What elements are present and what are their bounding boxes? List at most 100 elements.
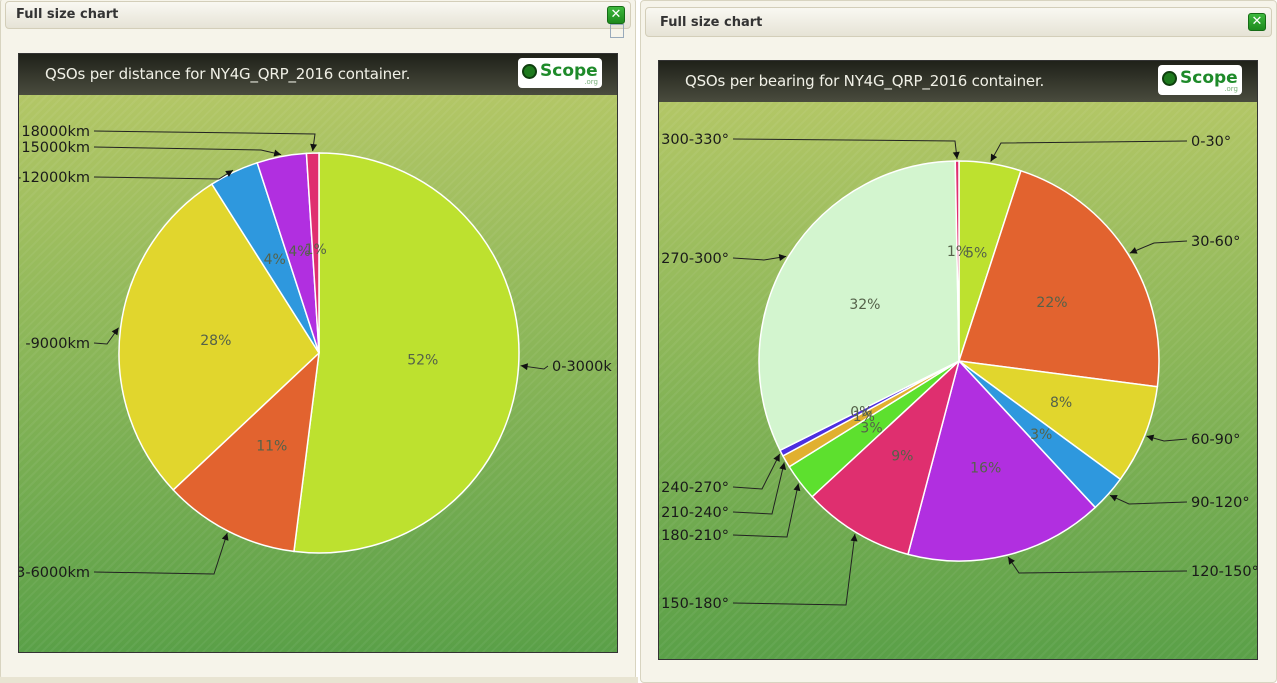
- chart-title: QSOs per bearing for NY4G_QRP_2016 conta…: [685, 72, 1045, 90]
- slice-percent-label: 1%: [947, 244, 969, 260]
- slice-percent-label: 32%: [849, 297, 880, 313]
- close-icon: ✕: [1251, 14, 1263, 29]
- callout-arrow: [773, 454, 780, 462]
- slice-percent-label: 3%: [1030, 427, 1052, 443]
- callout-line: [93, 146, 282, 156]
- slice-category-label: 3-6000km: [19, 565, 90, 581]
- callout-line: [732, 534, 856, 606]
- slice-percent-label: 4%: [288, 244, 310, 260]
- callout-line: [732, 138, 958, 160]
- slice-percent-label: 28%: [200, 333, 231, 349]
- callout-line: [520, 365, 549, 370]
- chart-title: QSOs per distance for NY4G_QRP_2016 cont…: [45, 65, 411, 83]
- slice-category-label: 90-120°: [1191, 495, 1250, 511]
- chart-distance: QSOs per distance for NY4G_QRP_2016 cont…: [18, 53, 618, 653]
- slice-percent-label: 4%: [264, 252, 286, 268]
- chart-titlebar: QSOs per distance for NY4G_QRP_2016 cont…: [19, 54, 617, 95]
- callout-line: [1109, 494, 1188, 505]
- slice-category-label: 300-330°: [661, 132, 729, 148]
- callout-arrow: [273, 149, 282, 157]
- callout-line: [732, 453, 781, 490]
- callout-line: [990, 140, 1188, 162]
- callout-arrow: [1008, 556, 1015, 565]
- slice-percent-label: 9%: [891, 448, 913, 464]
- magnifier-icon: [522, 64, 537, 79]
- pie-chart-distance: 52%11%28%4%4%1%0-3000k3-6000km-9000km-12…: [19, 124, 612, 581]
- pie-slice[interactable]: [305, 152, 320, 354]
- chart-titlebar: QSOs per bearing for NY4G_QRP_2016 conta…: [659, 61, 1257, 102]
- callout-line: [732, 483, 799, 538]
- close-button[interactable]: ✕: [1248, 13, 1266, 31]
- callout-arrow: [310, 143, 318, 152]
- slice-category-label: -12000km: [19, 170, 90, 186]
- callout-arrow: [225, 170, 233, 177]
- callout-arrow: [1146, 434, 1155, 442]
- panel-title: Full size chart: [660, 15, 763, 30]
- callout-line: [732, 462, 785, 515]
- slice-category-label: 30-60°: [1191, 234, 1240, 250]
- slice-category-label: 0-3000k: [552, 359, 612, 375]
- panel-header: Full size chart: [645, 7, 1272, 37]
- slice-category-label: 18000km: [21, 124, 90, 140]
- slice-category-label: 60-90°: [1191, 432, 1240, 448]
- logo-suffix: .org: [1224, 85, 1238, 93]
- callout-arrow: [520, 363, 529, 371]
- pie-slice[interactable]: [758, 160, 960, 452]
- slice-category-label: 210-240°: [661, 505, 729, 521]
- pie-slice[interactable]: [958, 169, 1160, 388]
- slice-category-label: 270-300°: [661, 251, 729, 267]
- full-size-chart-panel-distance: Full size chart ✕ QSOs per distance for …: [0, 0, 636, 680]
- close-icon: ✕: [610, 7, 622, 22]
- callout-arrow: [793, 483, 801, 492]
- slice-percent-label: 11%: [256, 439, 287, 455]
- qscope-logo[interactable]: Scope .org: [1158, 65, 1242, 95]
- slice-percent-label: 52%: [407, 353, 438, 369]
- slice-percent-label: 22%: [1036, 295, 1067, 311]
- callout-arrow: [952, 151, 960, 160]
- pie-slice[interactable]: [811, 358, 961, 556]
- logo-suffix: .org: [584, 78, 598, 86]
- slice-percent-label: 1%: [853, 409, 875, 425]
- popup-link-icon[interactable]: [610, 24, 624, 38]
- callout-line: [93, 532, 228, 575]
- callout-line: [1129, 240, 1188, 254]
- close-button[interactable]: ✕: [607, 6, 625, 24]
- full-size-chart-panel-bearing: Full size chart ✕ QSOs per bearing for N…: [640, 0, 1277, 683]
- logo-text: Scope: [1180, 68, 1238, 88]
- callout-arrow: [221, 532, 229, 541]
- magnifier-icon: [1162, 71, 1177, 86]
- pie-slice[interactable]: [958, 360, 1159, 481]
- callout-line: [93, 169, 234, 180]
- slice-percent-label: 5%: [965, 245, 987, 261]
- slice-category-label: 150-180°: [661, 596, 729, 612]
- slice-percent-label: 16%: [970, 461, 1001, 477]
- slice-percent-label: 3%: [860, 421, 882, 437]
- callout-arrow: [111, 327, 119, 336]
- callout-line: [732, 255, 787, 261]
- pie-slice[interactable]: [954, 160, 960, 362]
- pie-slice[interactable]: [293, 152, 520, 554]
- bottom-strip: [0, 677, 638, 683]
- slice-category-label: -9000km: [25, 336, 90, 352]
- callout-arrow: [779, 462, 787, 470]
- panel-header: Full size chart: [5, 1, 631, 29]
- pie-slice[interactable]: [118, 183, 320, 491]
- logo-text: Scope: [540, 61, 598, 81]
- pie-slice[interactable]: [172, 351, 321, 553]
- callout-arrow: [850, 534, 858, 542]
- slice-category-label: 15000km: [21, 140, 90, 156]
- slice-category-label: 120-150°: [1191, 564, 1258, 580]
- callout-arrow: [1109, 495, 1118, 502]
- slice-category-label: 0-30°: [1191, 134, 1231, 150]
- slice-category-label: 180-210°: [661, 528, 729, 544]
- slice-percent-label: 0%: [850, 405, 872, 421]
- slice-percent-label: 8%: [1050, 395, 1072, 411]
- pie-slice[interactable]: [907, 359, 1097, 562]
- slice-category-label: 240-270°: [661, 480, 729, 496]
- callout-arrow: [990, 153, 998, 162]
- callout-arrow: [1129, 247, 1138, 254]
- chart-bearing: QSOs per bearing for NY4G_QRP_2016 conta…: [658, 60, 1258, 660]
- qscope-logo[interactable]: Scope .org: [518, 58, 602, 88]
- slice-percent-label: 1%: [305, 242, 327, 258]
- callout-arrow: [778, 254, 787, 261]
